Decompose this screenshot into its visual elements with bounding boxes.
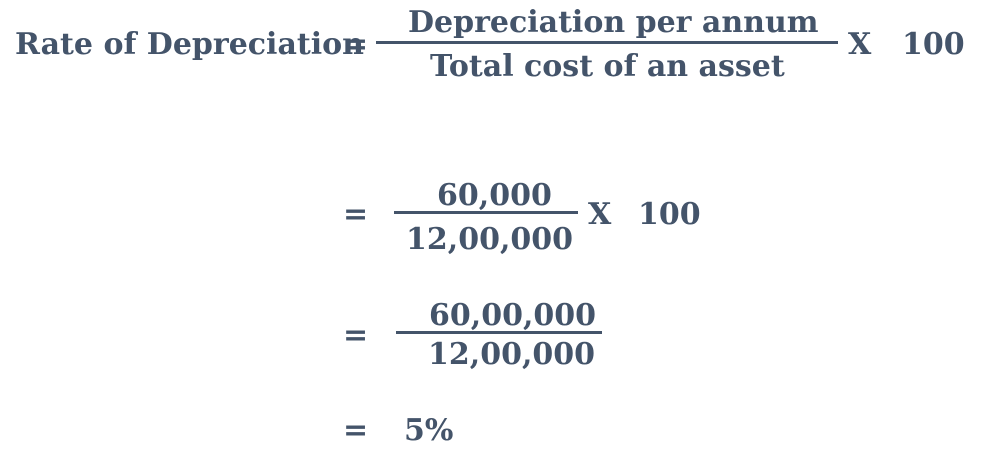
formula-numerator: Depreciation per annum: [408, 5, 819, 40]
multiplier-2: 100: [638, 197, 701, 232]
fraction-bar-2: [394, 211, 578, 214]
times-sign-2: X: [588, 197, 612, 232]
step2-denominator: 12,00,000: [406, 222, 574, 257]
step3-denominator: 12,00,000: [428, 337, 596, 372]
lhs-label: Rate of Depreciation: [15, 27, 364, 62]
equals-sign-3: =: [343, 318, 369, 353]
multiplier-1: 100: [902, 27, 965, 62]
equals-sign-4: =: [343, 413, 369, 448]
fraction-bar-3: [396, 331, 602, 334]
equals-sign-1: =: [343, 27, 369, 62]
result-value: 5%: [404, 413, 454, 448]
formula-denominator: Total cost of an asset: [430, 49, 785, 84]
fraction-bar-1: [376, 41, 838, 44]
times-sign-1: X: [848, 27, 872, 62]
step2-numerator: 60,000: [437, 178, 552, 213]
step3-numerator: 60,00,000: [429, 298, 597, 333]
equals-sign-2: =: [343, 197, 369, 232]
